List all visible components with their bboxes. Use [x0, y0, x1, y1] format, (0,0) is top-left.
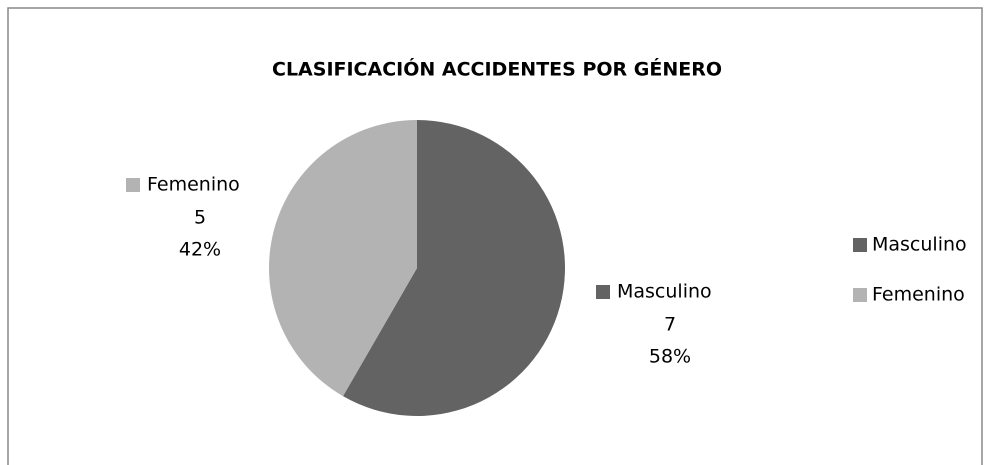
data-label-value: 5	[194, 207, 206, 229]
legend-swatch	[853, 288, 867, 302]
pie-slice	[343, 120, 566, 416]
legend-swatch	[853, 238, 867, 252]
label-swatch	[596, 285, 610, 299]
legend-label: Femenino	[872, 284, 965, 306]
data-label-percent: 58%	[649, 346, 691, 368]
legend-label: Masculino	[872, 234, 967, 256]
pie-slice	[268, 120, 417, 397]
data-label-name: Masculino	[617, 281, 712, 303]
label-swatch	[126, 178, 140, 192]
data-label-percent: 42%	[179, 239, 221, 261]
chart-title: CLASIFICACIÓN ACCIDENTES POR GÉNERO	[272, 57, 722, 81]
data-label-name: Femenino	[147, 174, 240, 196]
data-label-value: 7	[664, 314, 676, 336]
